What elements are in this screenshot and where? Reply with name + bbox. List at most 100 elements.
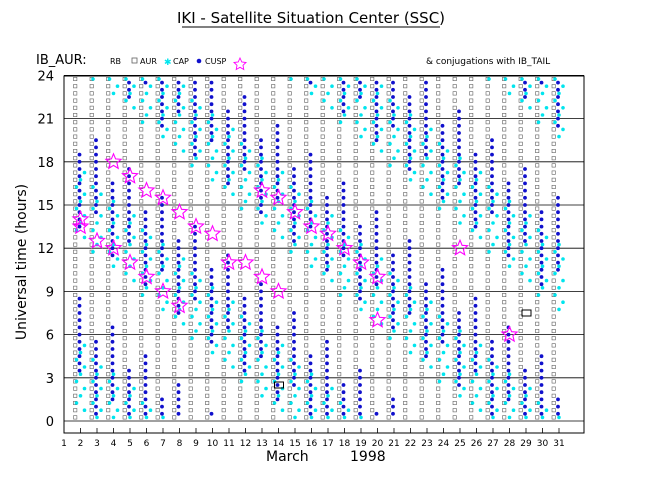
cusp-marker xyxy=(193,131,197,135)
aur-marker xyxy=(188,113,193,118)
aur-marker xyxy=(535,285,540,290)
aur-marker xyxy=(254,300,259,305)
cusp-marker xyxy=(391,123,395,128)
cap-marker xyxy=(177,264,182,269)
aur-marker xyxy=(419,264,424,269)
cusp-marker xyxy=(94,390,98,395)
aur-marker xyxy=(221,256,226,261)
cusp-marker xyxy=(143,282,148,287)
cusp-marker xyxy=(407,95,412,99)
cap-marker xyxy=(511,84,516,88)
cap-marker xyxy=(111,372,116,377)
aur-marker xyxy=(502,141,507,146)
aur-marker xyxy=(353,408,358,413)
aur-marker xyxy=(469,408,474,413)
aur-marker xyxy=(122,127,127,132)
cap-marker xyxy=(82,386,87,391)
aur-marker xyxy=(403,328,408,333)
cusp-marker xyxy=(259,195,263,200)
cap-marker xyxy=(293,372,297,377)
aur-marker xyxy=(139,141,144,146)
aur-marker xyxy=(254,170,259,175)
aur-marker xyxy=(221,235,226,240)
cusp-marker xyxy=(193,239,197,243)
aur-marker xyxy=(551,300,556,305)
aur-marker xyxy=(122,242,127,247)
aur-marker xyxy=(518,242,523,247)
aur-marker xyxy=(320,177,325,182)
aur-marker xyxy=(419,249,424,254)
cusp-marker xyxy=(275,368,280,373)
aur-marker xyxy=(337,84,342,89)
aur-marker xyxy=(518,156,523,161)
aur-marker xyxy=(353,177,358,182)
cap-marker xyxy=(458,156,462,160)
cusp-star-marker xyxy=(170,296,189,314)
aur-marker xyxy=(106,105,111,110)
cap-marker xyxy=(540,264,545,269)
aur-marker xyxy=(337,415,342,420)
cusp-marker xyxy=(226,296,230,301)
aur-marker xyxy=(221,415,226,420)
cusp-marker xyxy=(556,404,560,409)
cap-marker xyxy=(342,415,347,420)
y-axis-label: Universal time (hours) xyxy=(14,184,30,340)
aur-marker xyxy=(419,364,424,369)
aur-marker xyxy=(155,285,160,290)
x-tick-label: 12 xyxy=(240,439,251,449)
cusp-marker xyxy=(506,246,511,251)
aur-marker xyxy=(320,278,325,283)
aur-marker xyxy=(238,300,243,305)
aur-marker xyxy=(320,415,325,420)
aur-marker xyxy=(73,256,78,261)
cusp-marker xyxy=(325,217,329,222)
cap-marker xyxy=(194,156,198,160)
cusp-marker xyxy=(523,411,527,416)
aur-marker xyxy=(205,185,210,190)
cusp-marker xyxy=(440,181,445,186)
aur-marker xyxy=(122,170,127,175)
cusp-marker xyxy=(325,411,329,416)
cusp-marker xyxy=(523,181,527,186)
cap-marker xyxy=(140,293,145,297)
cap-marker xyxy=(313,235,318,240)
aur-marker xyxy=(370,336,375,341)
aur-marker xyxy=(469,372,474,377)
cap-marker xyxy=(276,178,281,182)
cap-marker xyxy=(95,221,99,225)
cusp-marker xyxy=(292,368,296,373)
aur-marker xyxy=(535,206,540,211)
aur-marker xyxy=(287,199,292,204)
cusp-marker xyxy=(160,95,164,99)
cusp-marker xyxy=(556,411,560,416)
cusp-star-marker xyxy=(71,209,90,228)
cusp-marker xyxy=(308,354,313,359)
cap-marker xyxy=(161,113,165,117)
cap-marker xyxy=(115,235,120,240)
cap-marker xyxy=(359,307,363,312)
cusp-marker xyxy=(341,231,346,236)
cusp-marker xyxy=(358,246,362,251)
aur-marker xyxy=(304,134,309,139)
cusp-marker xyxy=(490,203,494,207)
cap-marker xyxy=(91,401,95,405)
aur-marker xyxy=(221,408,226,413)
cusp-marker xyxy=(556,217,560,222)
cap-marker xyxy=(379,84,384,88)
aur-marker xyxy=(518,235,523,240)
cusp-marker xyxy=(127,217,131,222)
aur-marker xyxy=(287,314,292,319)
cusp-marker xyxy=(341,80,346,85)
aur-marker xyxy=(320,134,325,139)
cusp-marker xyxy=(275,138,280,143)
cusp-marker xyxy=(259,318,263,323)
aur-marker xyxy=(304,120,309,125)
cap-marker xyxy=(421,314,425,319)
aur-marker xyxy=(452,199,457,204)
cusp-marker xyxy=(242,102,247,107)
cap-marker xyxy=(454,358,458,362)
aur-marker xyxy=(172,249,177,254)
cap-marker xyxy=(115,408,120,413)
aur-marker xyxy=(337,127,342,132)
